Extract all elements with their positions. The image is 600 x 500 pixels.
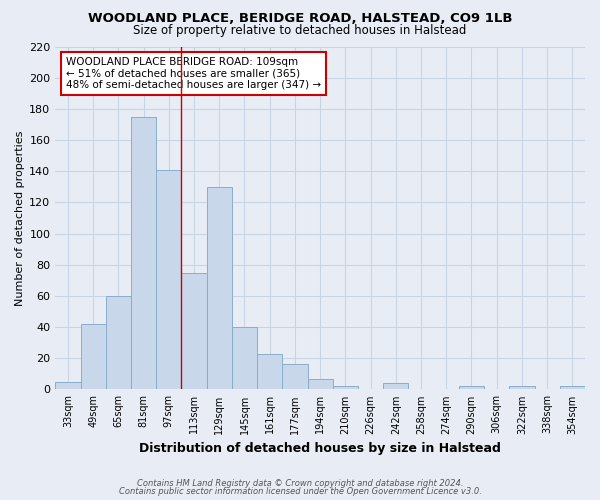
Bar	[206, 187, 232, 390]
Bar	[459, 386, 484, 390]
Bar	[55, 382, 80, 390]
Text: WOODLAND PLACE, BERIDGE ROAD, HALSTEAD, CO9 1LB: WOODLAND PLACE, BERIDGE ROAD, HALSTEAD, …	[88, 12, 512, 26]
Bar	[308, 378, 333, 390]
Bar	[131, 116, 156, 390]
X-axis label: Distribution of detached houses by size in Halstead: Distribution of detached houses by size …	[139, 442, 501, 455]
Bar	[257, 354, 283, 390]
Text: Contains public sector information licensed under the Open Government Licence v3: Contains public sector information licen…	[119, 487, 481, 496]
Bar	[80, 324, 106, 390]
Text: Contains HM Land Registry data © Crown copyright and database right 2024.: Contains HM Land Registry data © Crown c…	[137, 478, 463, 488]
Bar	[509, 386, 535, 390]
Y-axis label: Number of detached properties: Number of detached properties	[15, 130, 25, 306]
Text: WOODLAND PLACE BERIDGE ROAD: 109sqm
← 51% of detached houses are smaller (365)
4: WOODLAND PLACE BERIDGE ROAD: 109sqm ← 51…	[66, 57, 321, 90]
Bar	[232, 327, 257, 390]
Bar	[156, 170, 181, 390]
Bar	[333, 386, 358, 390]
Bar	[283, 364, 308, 390]
Bar	[106, 296, 131, 390]
Bar	[383, 383, 409, 390]
Bar	[560, 386, 585, 390]
Text: Size of property relative to detached houses in Halstead: Size of property relative to detached ho…	[133, 24, 467, 37]
Bar	[181, 272, 206, 390]
